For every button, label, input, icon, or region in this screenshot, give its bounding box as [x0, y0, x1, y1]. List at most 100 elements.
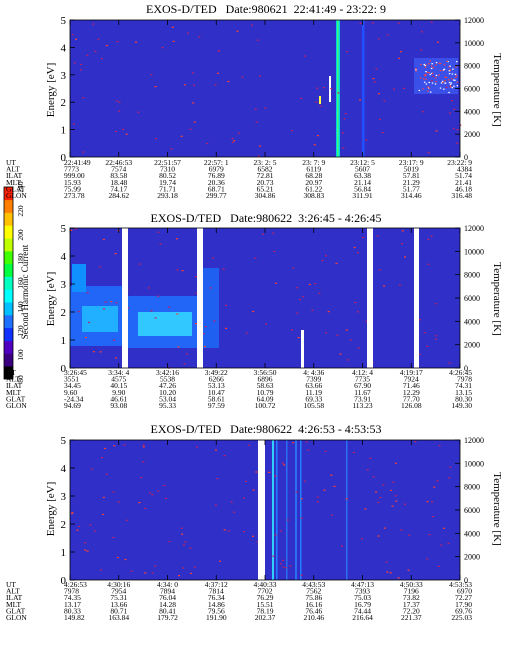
intensity-speck: [448, 81, 451, 84]
intensity-speck: [93, 530, 96, 532]
intensity-speck: [428, 72, 430, 74]
intensity-speck: [422, 111, 425, 113]
intensity-speck: [171, 26, 174, 28]
intensity-speck: [426, 501, 429, 503]
orbit-value: 3:34: 4: [108, 368, 129, 377]
intensity-speck: [377, 501, 380, 503]
intensity-speck: [100, 569, 102, 571]
intensity-speck: [116, 556, 119, 559]
orbit-value: 68.71: [208, 184, 225, 193]
orbit-value: 56.84: [354, 184, 371, 193]
orbit-value: 149.82: [64, 613, 85, 622]
intensity-speck: [359, 22, 362, 24]
intensity-speck: [352, 451, 355, 454]
intensity-speck: [362, 236, 365, 239]
intensity-speck: [337, 92, 340, 94]
intensity-speck: [110, 301, 113, 303]
orbit-value: 4:19:17: [400, 368, 423, 377]
intensity-speck: [359, 99, 362, 101]
orbit-value: 5019: [404, 165, 419, 174]
intensity-speck: [255, 471, 258, 473]
colorbar-cell: [4, 327, 13, 341]
intensity-speck: [105, 44, 108, 47]
intensity-speck: [325, 332, 328, 334]
intensity-speck: [447, 542, 450, 545]
y-tick-label: 1: [61, 547, 67, 559]
intensity-speck: [443, 68, 446, 70]
intensity-speck: [441, 80, 444, 82]
panel-3-y2label: Temperature [K]: [491, 472, 503, 545]
intensity-speck: [438, 445, 441, 447]
intensity-speck: [418, 89, 421, 92]
orbit-value: 69.33: [305, 394, 322, 403]
orbit-value: 7894: [160, 587, 175, 596]
intensity-speck: [94, 50, 97, 53]
intensity-speck: [84, 549, 87, 551]
intensity-speck: [364, 508, 367, 510]
intensity-speck: [257, 155, 260, 157]
intensity-band: [82, 306, 118, 332]
intensity-speck: [82, 97, 85, 99]
orbit-value: 7562: [306, 587, 321, 596]
intensity-speck: [423, 63, 425, 66]
intensity-speck: [395, 500, 398, 502]
intensity-speck: [138, 502, 141, 504]
intensity-speck: [342, 147, 345, 149]
intensity-speck: [365, 139, 368, 141]
intensity-speck: [300, 498, 303, 500]
intensity-speck: [344, 113, 347, 115]
intensity-speck: [122, 128, 125, 130]
colorbar-tick-label: 160: [16, 277, 25, 289]
panel-2-ylabel: Energy [eV]: [45, 272, 57, 326]
intensity-speck: [420, 31, 423, 33]
intensity-speck: [313, 144, 316, 146]
intensity-speck: [436, 41, 439, 43]
orbit-row-label: GLON: [6, 401, 27, 410]
intensity-speck: [430, 235, 433, 237]
panel-1-ylabel: Energy [eV]: [45, 63, 57, 117]
intensity-speck: [423, 81, 426, 83]
intensity-speck: [386, 34, 389, 36]
intensity-speck: [165, 497, 168, 500]
intensity-speck: [420, 49, 423, 51]
intensity-speck: [333, 485, 336, 487]
intensity-speck: [418, 353, 421, 355]
panel-1-orbit-table: UT 22:41:49 22:46:53 22:51:57 22:57: 1 23: 2:…: [6, 158, 472, 200]
y2-tick-label: 8000: [464, 271, 480, 280]
intensity-speck: [425, 83, 428, 85]
colorbar-tick-label: 120: [16, 325, 25, 337]
intensity-stripe: [286, 440, 288, 580]
intensity-speck: [456, 81, 459, 83]
intensity-speck: [451, 87, 454, 89]
intensity-speck: [453, 79, 455, 81]
intensity-speck: [449, 69, 451, 72]
intensity-speck: [150, 74, 153, 76]
intensity-speck: [335, 262, 338, 264]
intensity-speck: [104, 301, 107, 303]
y-tick-label: 4: [61, 463, 67, 475]
intensity-speck: [272, 555, 275, 557]
intensity-speck: [319, 96, 321, 104]
intensity-speck: [339, 353, 342, 355]
orbit-value: 80.71: [110, 606, 127, 615]
orbit-row-label: UT: [6, 158, 16, 167]
intensity-speck: [336, 334, 339, 336]
intensity-speck: [438, 62, 440, 64]
orbit-value: 4:26:45: [449, 368, 472, 377]
intensity-speck: [182, 567, 185, 569]
intensity-speck: [422, 88, 424, 90]
intensity-speck: [455, 66, 457, 68]
intensity-speck: [74, 228, 77, 230]
orbit-value: 7978: [64, 587, 79, 596]
orbit-value: 23:17: 9: [399, 158, 424, 167]
orbit-row-label: ALT: [6, 375, 20, 384]
orbit-value: 51.74: [455, 171, 472, 180]
intensity-speck: [237, 132, 240, 134]
y2-tick-label: 12000: [464, 436, 484, 445]
colorbar-tick-label: 180: [16, 253, 25, 265]
intensity-stripe: [346, 440, 348, 580]
intensity-speck: [392, 88, 395, 90]
orbit-value: 76.46: [305, 606, 322, 615]
intensity-speck: [274, 534, 277, 536]
orbit-value: 76.04: [159, 593, 176, 602]
